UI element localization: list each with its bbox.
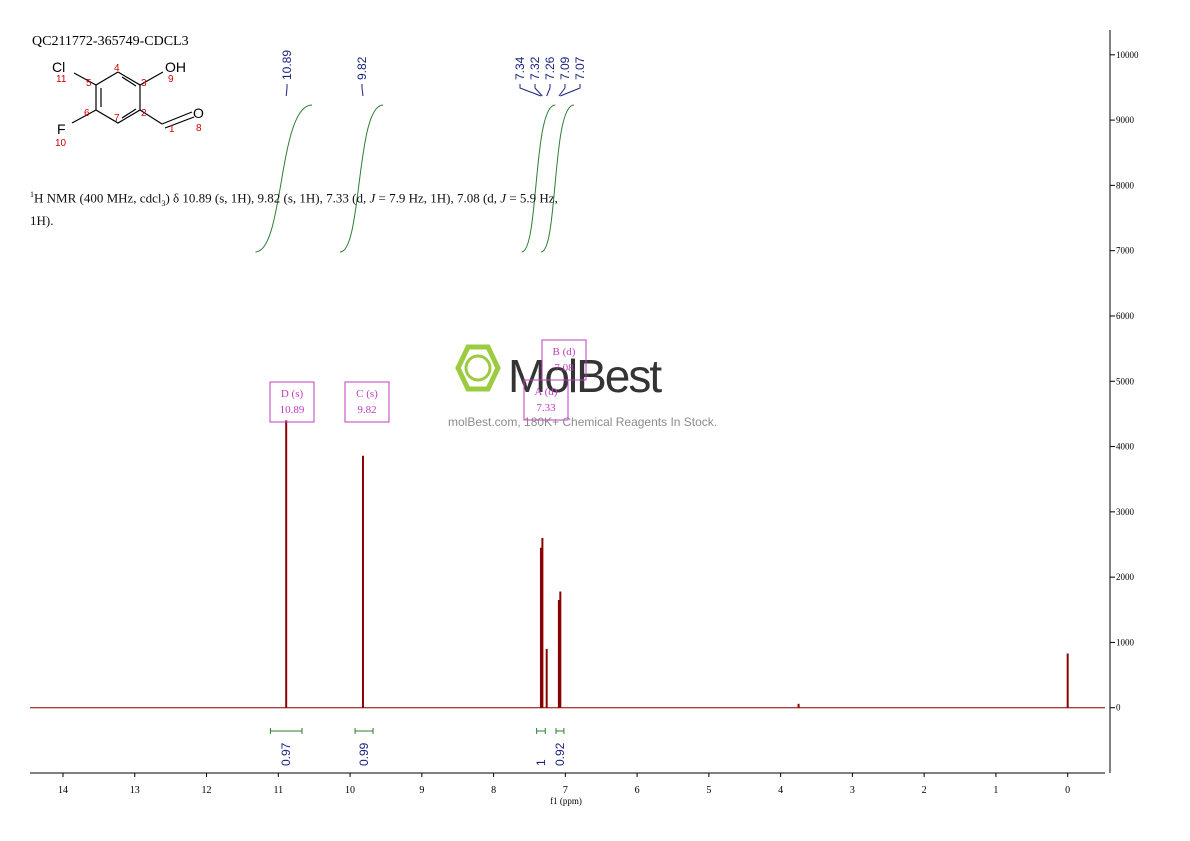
peak-label-leader [560, 84, 581, 97]
text: J [369, 190, 376, 206]
peak-label-leader [519, 84, 542, 97]
atom-number: 8 [196, 123, 202, 134]
x-tick-label: 11 [273, 785, 283, 796]
integral-curve [255, 104, 313, 253]
multiplet-box [541, 339, 587, 381]
atom: Cl [52, 59, 65, 75]
chart-title: QC211772-365749-CDCL3 [32, 34, 189, 49]
text: ) δ 10.89 (s, 1H), 9.82 (s, 1H), 7.33 (d… [165, 190, 370, 206]
peak-label: 10.89 [280, 50, 294, 80]
integral-label: 0.99 [357, 742, 371, 766]
watermark-brand: MolBest [508, 350, 662, 402]
atom-number: 5 [86, 78, 92, 89]
y-tick-label: 5000 [1116, 376, 1135, 386]
multiplet-label: A (d) [535, 386, 558, 398]
multiplet-box [344, 381, 390, 423]
peak-label: 7.34 [513, 56, 527, 80]
y-tick-label: 6000 [1116, 311, 1135, 321]
x-tick-label: 6 [635, 785, 640, 796]
x-tick-label: 9 [419, 785, 424, 796]
atom-number: 2 [141, 108, 147, 119]
x-tick-label: 1 [993, 785, 998, 796]
integral-curve [339, 104, 384, 253]
integral-bracket [269, 728, 303, 734]
integral-curve [540, 104, 575, 253]
peak-label-leader [558, 84, 566, 97]
peak-label-leader [361, 84, 364, 97]
atom: OH [165, 59, 186, 75]
multiplet-shift: 9.82 [357, 404, 376, 416]
atom: O [193, 105, 204, 121]
integral-label: 1 [534, 759, 548, 766]
integral-bracket [555, 728, 565, 734]
x-tick-label: 13 [130, 785, 140, 796]
text: = 5.9 Hz, 1H). [30, 190, 558, 228]
atom-number: 7 [114, 113, 120, 124]
y-tick-label: 7000 [1116, 246, 1135, 256]
y-tick-label: 4000 [1116, 442, 1135, 452]
x-tick-label: 3 [850, 785, 855, 796]
x-tick-label: 0 [1065, 785, 1070, 796]
multiplet-shift: 7.08 [554, 362, 574, 374]
watermark-tagline: molBest.com, 180K+ Chemical Reagents In … [448, 415, 717, 429]
y-tick-label: 9000 [1116, 115, 1135, 125]
atom: F [57, 121, 66, 137]
x-tick-label: 14 [58, 785, 68, 796]
atom-number: 4 [114, 63, 120, 74]
multiplet-shift: 10.89 [280, 404, 305, 416]
y-tick-label: 10000 [1116, 50, 1139, 60]
atom-number: 10 [55, 138, 67, 149]
multiplet-box [269, 381, 315, 423]
peak-label: 7.32 [528, 56, 542, 80]
text: = 7.9 Hz, 1H), 7.08 (d, [375, 190, 501, 206]
atom-number: 6 [84, 108, 90, 119]
atom-number: 11 [56, 74, 67, 85]
text: 1 [30, 190, 34, 199]
y-tick-label: 8000 [1116, 180, 1135, 190]
integral-bracket [354, 728, 374, 734]
text: J [500, 190, 507, 206]
x-axis-label: f1 (ppm) [550, 796, 582, 806]
x-tick-label: 7 [563, 785, 568, 796]
x-tick-label: 12 [202, 785, 212, 796]
y-tick-label: 1000 [1116, 637, 1135, 647]
multiplet-label: D (s) [281, 388, 304, 400]
y-tick-label: 2000 [1116, 572, 1135, 582]
x-tick-label: 2 [922, 785, 927, 796]
atom-number: 1 [169, 124, 175, 135]
text: 3 [161, 198, 166, 208]
integral-label: 0.92 [553, 742, 567, 766]
multiplet-label: B (d) [553, 346, 576, 358]
x-tick-label: 4 [778, 785, 783, 796]
y-tick-label: 3000 [1116, 507, 1135, 517]
nmr-description: 1H NMR (400 MHz, cdcl3) δ 10.89 (s, 1H),… [30, 186, 578, 229]
atom-number: 9 [168, 74, 174, 85]
structure [71, 71, 195, 129]
x-tick-label: 10 [345, 785, 355, 796]
y-tick-label: 0 [1116, 703, 1121, 713]
atom-number: 3 [141, 78, 147, 89]
x-tick-label: 5 [706, 785, 711, 796]
peak-label: 7.07 [573, 56, 587, 80]
peak-label: 9.82 [355, 56, 369, 80]
peak-label-leader [285, 84, 288, 97]
multiplet-label: C (s) [356, 388, 378, 400]
peak-label: 7.09 [558, 56, 572, 80]
integral-bracket [536, 728, 546, 734]
watermark: MolBest molBest.com, 180K+ Chemical Reag… [448, 344, 717, 429]
integral-label: 0.97 [279, 742, 293, 766]
peak-label-leader [534, 84, 543, 97]
integral-curve [521, 104, 556, 253]
peak-label: 7.26 [543, 56, 557, 80]
text: H NMR (400 MHz, cdcl [34, 190, 162, 206]
peak-label-leader [546, 84, 551, 97]
multiplet-shift: 7.33 [536, 402, 556, 414]
x-tick-label: 8 [491, 785, 496, 796]
